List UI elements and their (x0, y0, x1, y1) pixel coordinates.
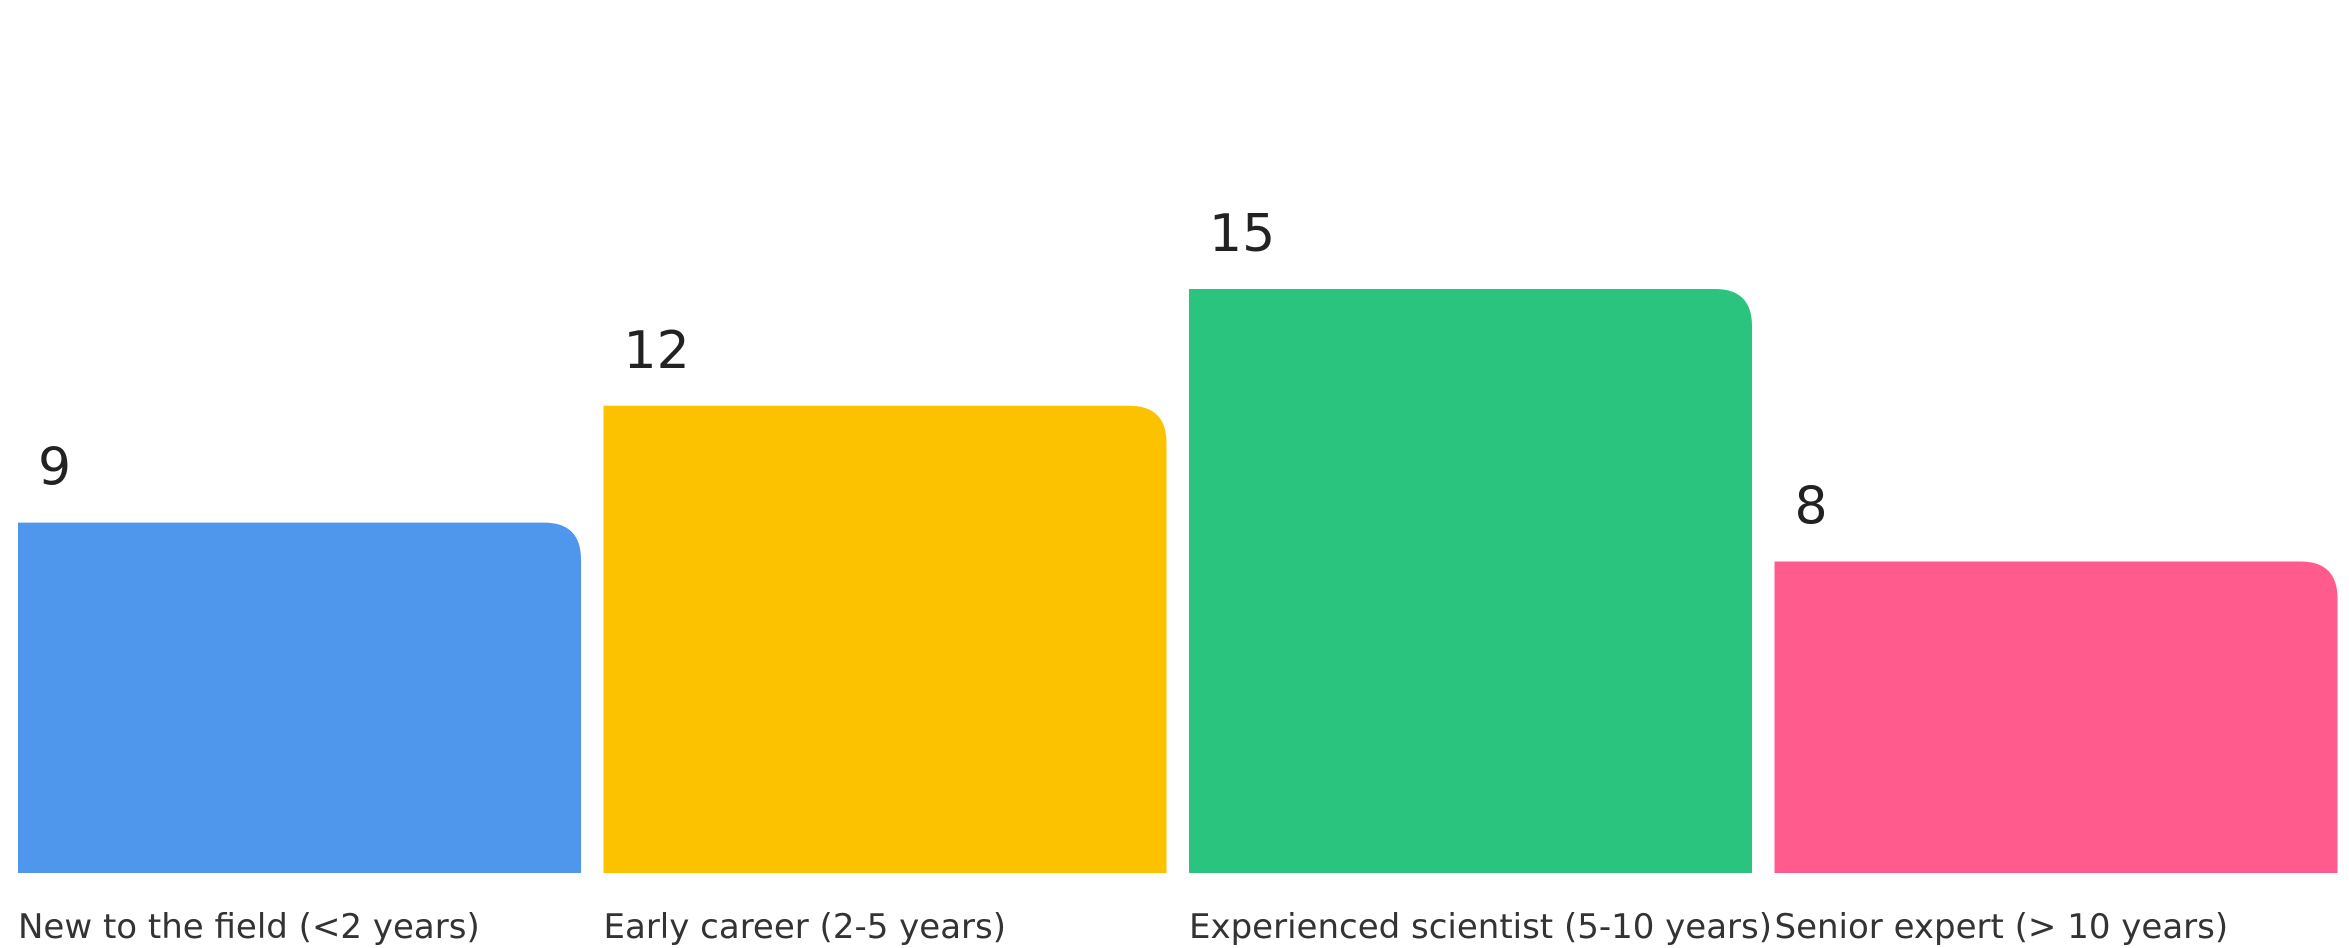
bar (1189, 289, 1752, 873)
bar (18, 522, 581, 873)
bar (603, 405, 1167, 873)
category-label: New to the field (<2 years) (18, 907, 480, 947)
value-label: 12 (624, 321, 690, 381)
value-label: 8 (1795, 477, 1828, 537)
value-label: 15 (1209, 204, 1275, 264)
bar (1774, 561, 2338, 873)
category-label: Experienced scientist (5-10 years) (1189, 907, 1772, 947)
category-label: Early career (2-5 years) (604, 907, 1007, 947)
category-label: Senior expert (> 10 years) (1775, 907, 2229, 947)
value-label: 9 (38, 438, 71, 498)
